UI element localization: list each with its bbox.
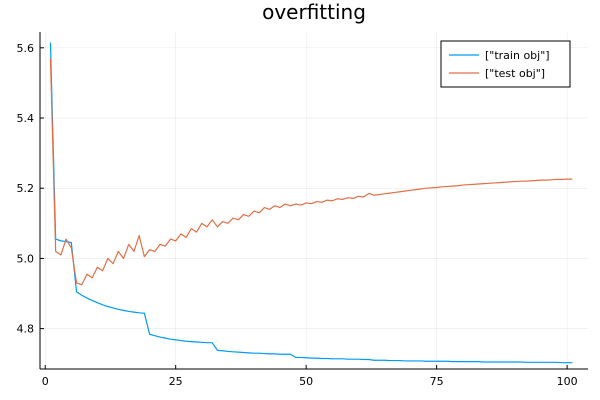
legend: ["train obj"] ["test obj"]	[440, 40, 571, 88]
x-tick-label: 0	[42, 375, 49, 388]
x-tick-label: 50	[299, 375, 313, 388]
y-tick-label: 5.0	[17, 252, 35, 265]
series-line-train	[49, 42, 573, 364]
chart-title: overfitting	[262, 0, 366, 24]
y-tick-label: 5.4	[17, 112, 35, 125]
legend-box	[440, 40, 571, 88]
y-tick-label: 4.8	[17, 323, 35, 336]
series-layer	[49, 42, 573, 364]
y-tick-label: 5.2	[17, 182, 35, 195]
x-tick-label: 100	[557, 375, 578, 388]
legend-label: ["train obj"]	[485, 49, 550, 62]
axes: 0 25 50 75 100 4.8 5.0 5.2 5.4 5.6	[17, 32, 588, 388]
x-tick-label: 25	[169, 375, 183, 388]
x-tick-label: 75	[430, 375, 444, 388]
y-tick-label: 5.6	[17, 42, 35, 55]
series-line-test	[49, 58, 573, 286]
legend-label: ["test obj"]	[485, 67, 545, 80]
